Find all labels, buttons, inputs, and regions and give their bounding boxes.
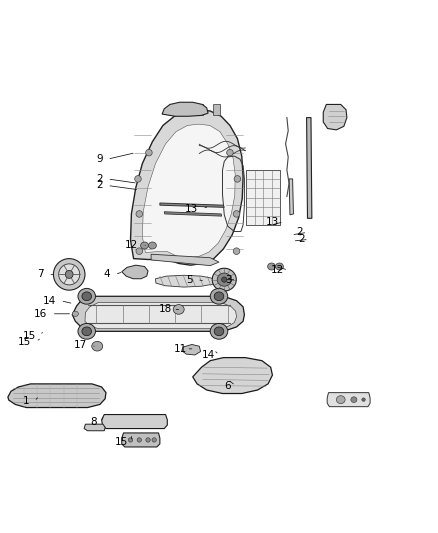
Ellipse shape — [268, 263, 276, 270]
Ellipse shape — [227, 149, 233, 156]
Text: 7: 7 — [37, 269, 44, 279]
Ellipse shape — [59, 264, 80, 285]
Ellipse shape — [234, 175, 241, 182]
Text: 2: 2 — [298, 235, 304, 244]
Ellipse shape — [82, 327, 92, 336]
Ellipse shape — [53, 259, 85, 290]
Text: 14: 14 — [43, 296, 56, 305]
Polygon shape — [8, 384, 106, 408]
Text: 3: 3 — [226, 274, 232, 285]
Ellipse shape — [148, 242, 156, 249]
Text: 8: 8 — [91, 417, 97, 427]
Text: 2: 2 — [297, 228, 303, 237]
Ellipse shape — [65, 270, 73, 278]
Ellipse shape — [92, 342, 102, 351]
Polygon shape — [85, 302, 237, 329]
Ellipse shape — [173, 304, 184, 314]
Ellipse shape — [351, 397, 357, 402]
Ellipse shape — [136, 248, 142, 254]
Polygon shape — [155, 275, 215, 287]
Ellipse shape — [128, 438, 133, 442]
Text: 15: 15 — [18, 337, 32, 347]
Ellipse shape — [152, 438, 156, 442]
Polygon shape — [307, 118, 312, 219]
Polygon shape — [151, 254, 219, 265]
Ellipse shape — [214, 327, 224, 336]
Text: 6: 6 — [225, 381, 231, 391]
Polygon shape — [122, 265, 148, 279]
Bar — [213, 104, 220, 115]
Ellipse shape — [276, 263, 283, 270]
Polygon shape — [323, 104, 347, 130]
Polygon shape — [193, 358, 272, 393]
Ellipse shape — [217, 273, 231, 286]
Ellipse shape — [233, 248, 240, 254]
Text: 12: 12 — [271, 265, 284, 275]
Text: 11: 11 — [174, 344, 187, 354]
Ellipse shape — [141, 242, 148, 249]
Polygon shape — [84, 424, 105, 431]
Text: 15: 15 — [115, 437, 128, 447]
Ellipse shape — [212, 268, 237, 291]
Ellipse shape — [210, 288, 228, 304]
Ellipse shape — [137, 438, 141, 442]
Text: 14: 14 — [201, 350, 215, 360]
Polygon shape — [72, 296, 244, 332]
Ellipse shape — [146, 438, 150, 442]
Ellipse shape — [210, 324, 228, 339]
Polygon shape — [142, 124, 235, 258]
Ellipse shape — [145, 149, 152, 156]
Ellipse shape — [78, 288, 95, 304]
Text: 17: 17 — [74, 341, 87, 350]
Text: 5: 5 — [186, 274, 193, 285]
Ellipse shape — [336, 395, 345, 403]
Polygon shape — [122, 433, 160, 447]
Text: 12: 12 — [125, 240, 138, 251]
Polygon shape — [164, 212, 222, 216]
Text: 18: 18 — [159, 304, 172, 314]
Text: 2: 2 — [96, 174, 103, 184]
Text: 2: 2 — [96, 181, 103, 190]
Text: 1: 1 — [23, 397, 30, 406]
Bar — [178, 104, 185, 115]
Text: 13: 13 — [266, 217, 279, 227]
Ellipse shape — [82, 292, 92, 301]
Polygon shape — [160, 203, 224, 207]
Ellipse shape — [78, 324, 95, 339]
Text: 4: 4 — [104, 269, 110, 279]
Ellipse shape — [233, 211, 240, 217]
Ellipse shape — [222, 277, 227, 282]
Ellipse shape — [84, 329, 90, 334]
Polygon shape — [182, 344, 201, 355]
Polygon shape — [246, 170, 280, 225]
Ellipse shape — [136, 211, 142, 217]
Polygon shape — [131, 110, 243, 265]
Polygon shape — [289, 179, 293, 215]
Ellipse shape — [362, 398, 365, 401]
Ellipse shape — [214, 292, 224, 301]
Text: 15: 15 — [23, 330, 36, 341]
Bar — [196, 104, 203, 115]
Text: 9: 9 — [96, 154, 103, 164]
Polygon shape — [327, 393, 370, 407]
Ellipse shape — [135, 175, 141, 182]
Ellipse shape — [72, 311, 78, 317]
Ellipse shape — [84, 294, 90, 299]
Polygon shape — [162, 102, 208, 116]
Text: 16: 16 — [34, 309, 47, 319]
Polygon shape — [102, 415, 167, 429]
Text: 13: 13 — [185, 204, 198, 214]
